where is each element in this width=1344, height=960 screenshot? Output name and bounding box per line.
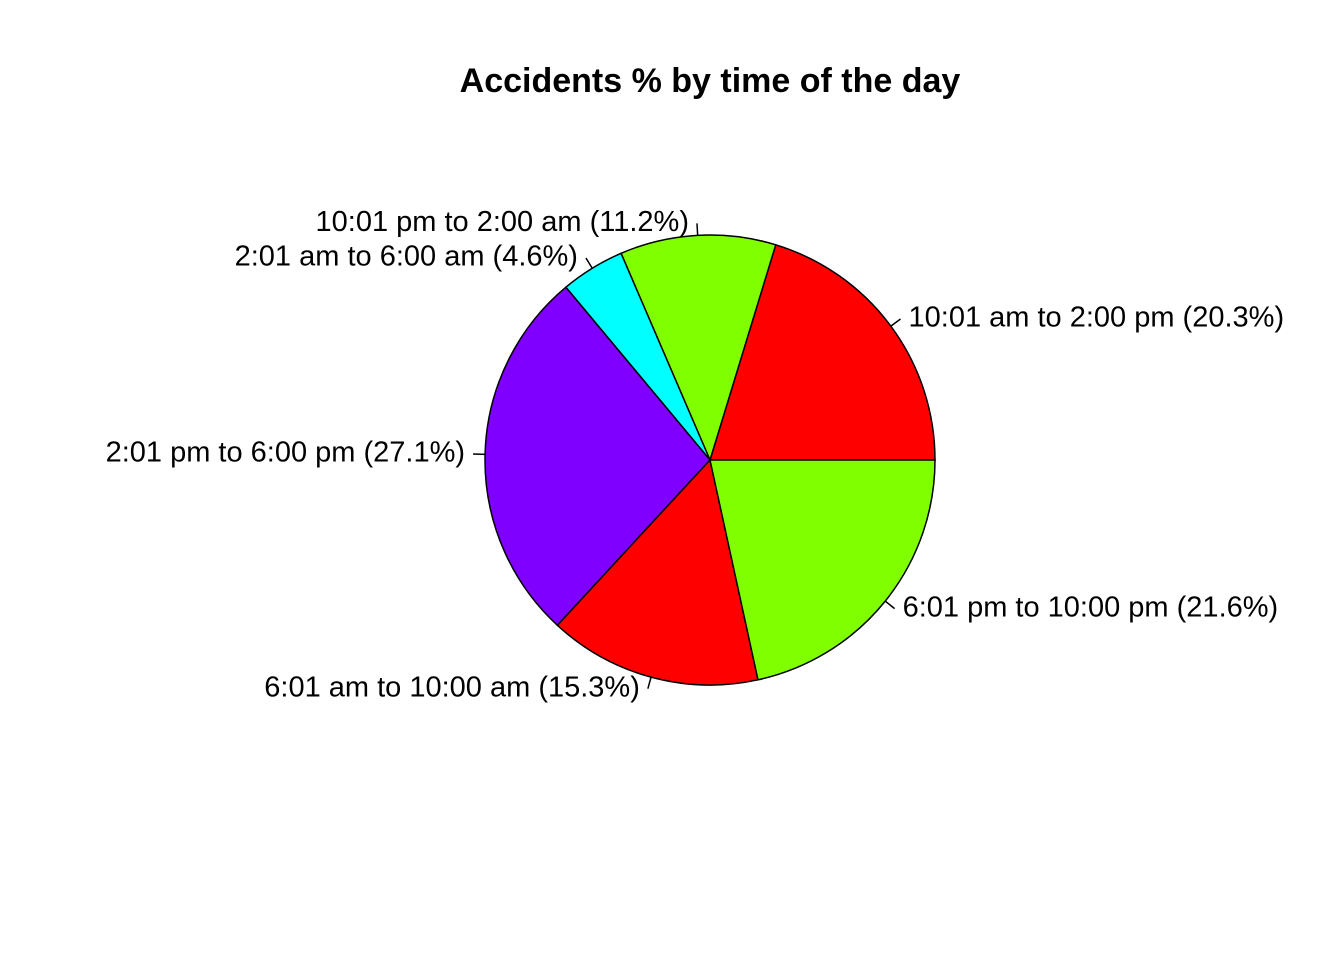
slice-label: 2:01 am to 6:00 am (4.6%)	[235, 241, 578, 273]
pie-slice	[484, 286, 711, 627]
slice-label: 2:01 pm to 6:00 pm (27.1%)	[106, 437, 465, 469]
pie-slice	[709, 459, 936, 681]
pie-slice	[556, 458, 759, 686]
pie-slices	[484, 234, 936, 686]
label-tick	[696, 223, 699, 236]
slice-label: 6:01 am to 10:00 am (15.3%)	[264, 671, 640, 703]
label-tick	[585, 257, 593, 269]
label-tick	[890, 318, 901, 327]
slice-label: 6:01 pm to 10:00 pm (21.6%)	[903, 591, 1279, 623]
chart-title: Accidents % by time of the day	[460, 62, 961, 100]
slice-label: 10:01 pm to 2:00 am (11.2%)	[316, 206, 689, 238]
label-tick	[884, 600, 896, 610]
slice-labels: 10:01 am to 2:00 pm (20.3%) 10:01 pm to 2…	[106, 206, 1285, 703]
pie-slice	[708, 243, 936, 461]
pie-slice	[620, 234, 777, 463]
label-tick	[647, 676, 652, 689]
label-ticks	[473, 223, 901, 689]
slice-label: 10:01 am to 2:00 pm (20.3%)	[909, 302, 1285, 334]
